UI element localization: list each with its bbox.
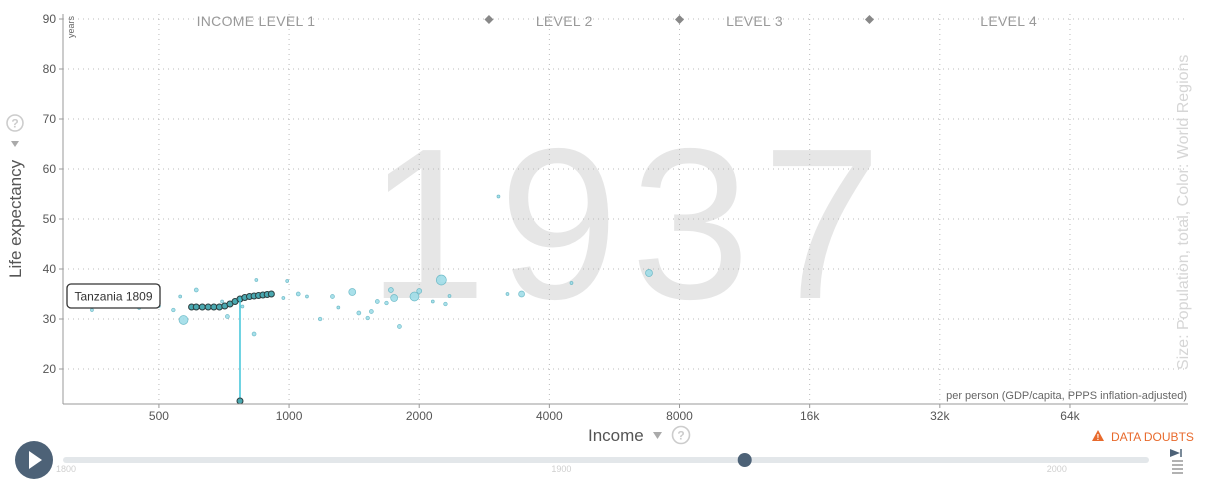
country-bubble[interactable]: [193, 287, 199, 293]
svg-text:?: ?: [677, 429, 684, 443]
timeline-tick-label: 1900: [551, 464, 571, 474]
y-axis-title[interactable]: Life expectancy: [6, 159, 25, 278]
play-icon: [29, 451, 42, 469]
country-bubble[interactable]: [225, 314, 230, 319]
x-tick-label: 64k: [1060, 409, 1080, 423]
country-bubble[interactable]: [388, 287, 394, 293]
y-tick-label: 30: [43, 312, 57, 326]
timeline-tick-label: 2000: [1047, 464, 1067, 474]
country-bubble[interactable]: [336, 305, 341, 310]
timeline-handle[interactable]: [737, 453, 752, 467]
x-axis-unit-note: per person (GDP/capita, PPPS inflation-a…: [946, 390, 1187, 402]
country-bubble[interactable]: [369, 309, 374, 314]
y-tick-label: 90: [43, 12, 57, 26]
country-bubble[interactable]: [330, 294, 335, 299]
x-axis-help-icon[interactable]: ?: [671, 425, 691, 445]
country-bubble[interactable]: [447, 294, 452, 298]
income-level-divider: [675, 15, 685, 24]
income-level-label[interactable]: LEVEL 2: [536, 13, 593, 29]
country-bubble[interactable]: [430, 299, 435, 304]
y-tick-label: 60: [43, 162, 57, 176]
income-level-label[interactable]: INCOME LEVEL 1: [197, 13, 316, 29]
y-axis-help-icon[interactable]: ?: [6, 114, 24, 132]
country-bubble[interactable]: [348, 288, 357, 296]
country-bubble[interactable]: [281, 296, 286, 300]
trail-point[interactable]: [198, 303, 206, 311]
x-tick-label: 2000: [406, 409, 433, 423]
country-bubble[interactable]: [251, 331, 257, 337]
timeline-tick-label: 1800: [56, 464, 76, 474]
x-tick-label: 500: [149, 409, 169, 423]
country-bubble[interactable]: [305, 294, 309, 299]
country-bubble[interactable]: [295, 291, 301, 297]
country-bubble[interactable]: [645, 269, 653, 277]
size-color-note[interactable]: Size: Population, total, Color: World Re…: [1175, 55, 1192, 370]
x-tick-label: 4000: [536, 409, 563, 423]
country-bubble[interactable]: [518, 290, 525, 298]
svg-text:DATA DOUBTS: DATA DOUBTS: [1111, 430, 1194, 444]
country-bubble[interactable]: [569, 281, 574, 285]
highlight-axis-marker: [236, 397, 244, 405]
country-bubble[interactable]: [397, 324, 402, 329]
country-bubble[interactable]: [409, 291, 420, 302]
country-bubble[interactable]: [356, 310, 362, 316]
x-axis-menu-icon[interactable]: [653, 432, 662, 439]
x-tick-label: 32k: [930, 409, 950, 423]
country-bubble[interactable]: [365, 315, 370, 321]
country-bubble[interactable]: [178, 315, 189, 325]
country-bubble[interactable]: [505, 292, 510, 296]
country-bubble[interactable]: [285, 279, 290, 283]
warning-icon: [1092, 430, 1104, 441]
y-axis-menu-icon[interactable]: [11, 141, 19, 147]
country-bubble[interactable]: [374, 299, 380, 304]
trail-point[interactable]: [267, 290, 275, 298]
country-bubble[interactable]: [254, 278, 259, 282]
data-doubts-link[interactable]: ! DATA DOUBTS: [1092, 430, 1194, 444]
country-bubble[interactable]: [220, 299, 224, 304]
income-level-label[interactable]: LEVEL 4: [980, 13, 1037, 29]
country-bubble[interactable]: [384, 300, 389, 306]
country-bubble[interactable]: [496, 194, 501, 199]
country-bubble[interactable]: [443, 301, 448, 307]
y-tick-label: 70: [43, 112, 57, 126]
country-bubble[interactable]: [178, 294, 183, 299]
timeline-end-icon[interactable]: [1170, 449, 1183, 474]
play-button[interactable]: [15, 441, 53, 479]
x-tick-label: 8000: [666, 409, 693, 423]
callout-label: Tanzania 1809: [74, 290, 152, 304]
y-tick-label: 40: [43, 262, 57, 276]
country-bubble[interactable]: [390, 294, 398, 302]
income-level-label[interactable]: LEVEL 3: [726, 13, 783, 29]
x-axis-title[interactable]: Income: [588, 426, 644, 445]
trail-point[interactable]: [204, 303, 212, 311]
y-axis-unit: years: [66, 15, 76, 38]
country-bubble[interactable]: [435, 274, 447, 286]
country-bubble[interactable]: [171, 307, 176, 313]
y-tick-label: 80: [43, 62, 57, 76]
trail-point[interactable]: [192, 303, 200, 311]
svg-text:?: ?: [11, 117, 18, 131]
country-bubble[interactable]: [416, 288, 423, 294]
income-level-divider: [864, 15, 874, 24]
country-bubble[interactable]: [317, 316, 323, 322]
country-bubble[interactable]: [90, 308, 94, 312]
svg-text:!: !: [1097, 433, 1100, 442]
x-tick-label: 16k: [800, 409, 820, 423]
y-tick-label: 20: [43, 362, 57, 376]
country-bubble[interactable]: [240, 304, 245, 309]
year-watermark: 1937: [367, 103, 893, 344]
x-tick-label: 1000: [276, 409, 303, 423]
y-tick-label: 50: [43, 212, 57, 226]
income-level-divider: [484, 15, 494, 24]
country-callout[interactable]: Tanzania 1809: [66, 283, 161, 309]
